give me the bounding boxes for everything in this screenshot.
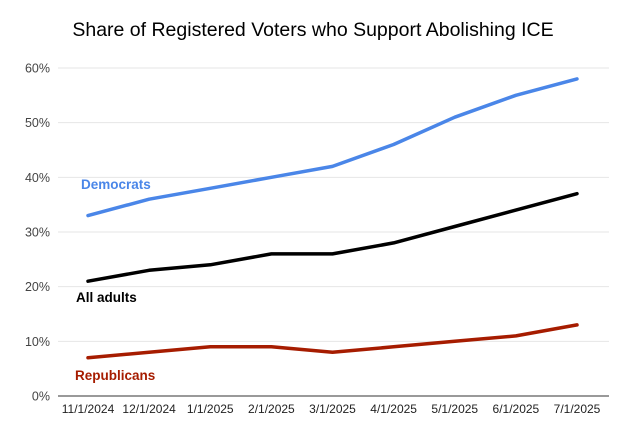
y-tick-label: 30% bbox=[25, 226, 50, 240]
x-axis-ticks: 11/1/2024 12/1/2024 1/1/2025 2/1/2025 3/1/20… bbox=[62, 402, 601, 416]
series-line-democrats bbox=[86, 77, 579, 218]
x-tick-label: 1/1/2025 bbox=[187, 402, 234, 416]
y-tick-label: 20% bbox=[25, 280, 50, 294]
x-tick-label: 5/1/2025 bbox=[431, 402, 478, 416]
y-axis-ticks: 0% 10% 20% 30% 40% 50% 60% bbox=[25, 62, 50, 404]
series-line-republicans bbox=[86, 323, 579, 360]
x-tick-label: 3/1/2025 bbox=[309, 402, 356, 416]
x-tick-label: 7/1/2025 bbox=[554, 402, 601, 416]
x-tick-label: 4/1/2025 bbox=[370, 402, 417, 416]
x-tick-label: 6/1/2025 bbox=[493, 402, 540, 416]
series-lines bbox=[86, 77, 579, 360]
y-tick-label: 10% bbox=[25, 335, 50, 349]
y-tick-label: 0% bbox=[32, 390, 50, 404]
series-label-republicans: Republicans bbox=[75, 368, 155, 383]
x-tick-label: 12/1/2024 bbox=[122, 402, 176, 416]
y-tick-label: 40% bbox=[25, 171, 50, 185]
x-tick-label: 2/1/2025 bbox=[248, 402, 295, 416]
series-label-all-adults: All adults bbox=[76, 290, 137, 305]
gridlines bbox=[58, 67, 609, 397]
series-label-democrats: Democrats bbox=[81, 177, 151, 192]
x-tick-label: 11/1/2024 bbox=[62, 402, 115, 416]
y-tick-label: 60% bbox=[25, 62, 50, 76]
y-tick-label: 50% bbox=[25, 116, 50, 130]
chart-title: Share of Registered Voters who Support A… bbox=[72, 19, 553, 41]
series-line-all-adults bbox=[86, 191, 579, 283]
series-labels: Democrats All adults Republicans bbox=[75, 177, 155, 383]
